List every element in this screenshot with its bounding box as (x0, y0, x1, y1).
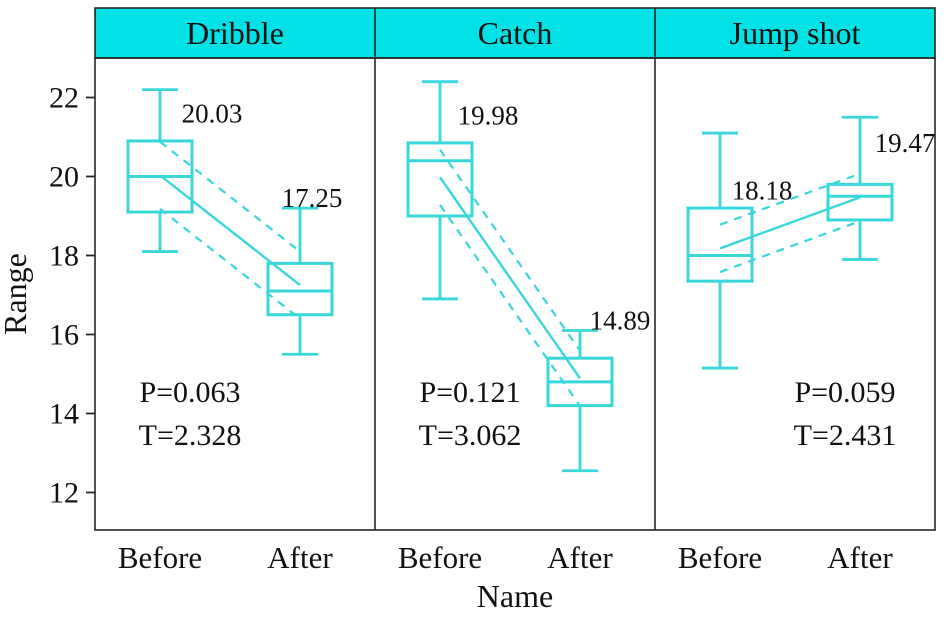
x-axis-title: Name (477, 578, 553, 614)
plot-frame (94, 57, 936, 531)
category-label-before: Before (678, 540, 762, 575)
trend-band-line (719, 220, 861, 274)
trend-band-line (439, 204, 581, 407)
p-value-catch: P=0.121 (419, 376, 520, 409)
trend-mean-line (439, 176, 581, 380)
category-label-after: After (547, 540, 613, 575)
box-catch-after (546, 329, 614, 473)
category-label-after: After (827, 540, 893, 575)
mean-label-catch-before: 19.98 (458, 100, 519, 130)
panel-catch: Catch 19.98 14.89 P=0.121 T=3.062 (406, 15, 651, 473)
iqr-box (826, 182, 894, 222)
panel-title-dribble: Dribble (186, 15, 284, 51)
panel-dribble: Dribble 20.03 17.25 P=0.063 T=2.328 (126, 15, 343, 452)
p-value-dribble: P=0.063 (139, 376, 240, 409)
mean-label-dribble-before: 20.03 (182, 98, 243, 128)
panel-jump-shot: Jump shot 18.18 19.47 P=0.059 T=2.431 (686, 15, 936, 452)
y-axis-title: Range (0, 253, 33, 335)
box-jump-shot-after (826, 115, 894, 261)
y-tick-label: 18 (49, 239, 79, 272)
iqr-box (686, 206, 754, 283)
category-label-after: After (267, 540, 333, 575)
trend-mean-line (159, 174, 301, 287)
mean-label-dribble-after: 17.25 (282, 183, 343, 213)
y-tick-label: 14 (49, 397, 79, 430)
t-value-dribble: T=2.328 (139, 419, 242, 452)
y-tick-label: 22 (49, 81, 79, 114)
y-tick-label: 20 (49, 160, 79, 193)
y-tick-label: 12 (49, 476, 79, 509)
trend-mean-line (719, 196, 861, 250)
panel-title-jump-shot: Jump shot (730, 15, 861, 51)
p-value-jump-shot: P=0.059 (794, 376, 895, 409)
t-value-jump-shot: T=2.431 (794, 419, 897, 452)
panel-header-band (94, 7, 936, 59)
trend-band-line (719, 172, 861, 226)
mean-label-catch-after: 14.89 (590, 306, 651, 336)
mean-label-jump-shot-before: 18.18 (732, 175, 793, 205)
category-label-before: Before (398, 540, 482, 575)
mean-label-jump-shot-after: 19.47 (875, 128, 936, 158)
trend-band-line (439, 149, 581, 352)
category-label-before: Before (118, 540, 202, 575)
iqr-box (266, 261, 334, 317)
t-value-catch: T=3.062 (419, 419, 522, 452)
box-dribble-after (266, 206, 334, 356)
y-tick-label: 16 (49, 318, 79, 351)
panel-title-catch: Catch (478, 15, 553, 51)
box-jump-shot-before (686, 131, 754, 370)
